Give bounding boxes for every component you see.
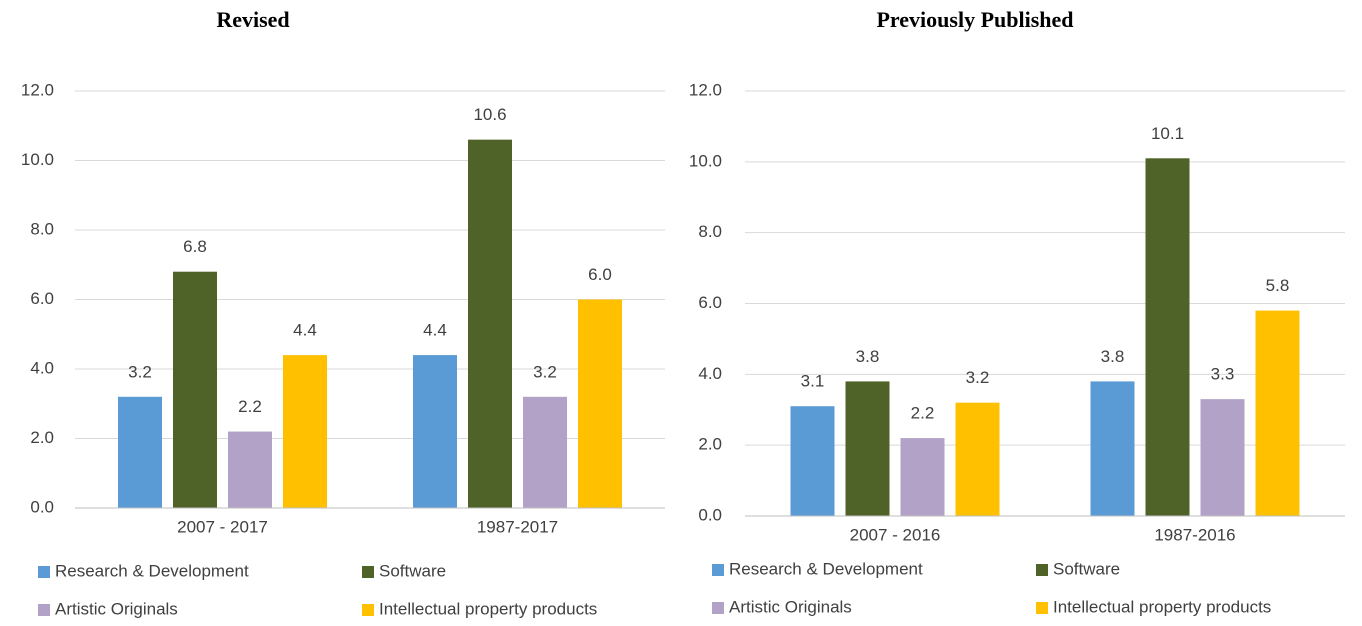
bar xyxy=(1145,158,1190,516)
data-label: 2.2 xyxy=(911,404,935,423)
data-label: 4.4 xyxy=(293,321,317,340)
y-tick-label: 12.0 xyxy=(21,80,54,99)
y-tick-label: 0.0 xyxy=(30,497,54,516)
data-label: 10.1 xyxy=(1151,124,1184,143)
legend-label: Research & Development xyxy=(729,559,923,578)
bar xyxy=(523,396,567,508)
bar xyxy=(955,402,1000,516)
bar xyxy=(790,406,835,516)
y-tick-label: 4.0 xyxy=(698,364,722,383)
legend-label: Artistic Originals xyxy=(55,599,178,618)
bar xyxy=(173,271,217,508)
data-label: 10.6 xyxy=(473,105,506,124)
legend-swatch xyxy=(38,566,50,578)
y-tick-label: 0.0 xyxy=(698,505,722,524)
legend-swatch xyxy=(1036,602,1048,614)
y-tick-label: 12.0 xyxy=(689,80,722,99)
legend-label: Research & Development xyxy=(55,561,249,580)
data-label: 3.2 xyxy=(128,362,152,381)
y-tick-label: 8.0 xyxy=(30,219,54,238)
bar xyxy=(228,431,272,508)
y-tick-label: 6.0 xyxy=(30,289,54,308)
y-tick-label: 4.0 xyxy=(30,358,54,377)
x-tick-label: 2007 - 2017 xyxy=(177,517,268,536)
bar xyxy=(1200,399,1245,516)
data-label: 3.1 xyxy=(801,372,825,391)
bar xyxy=(413,355,457,508)
y-tick-label: 2.0 xyxy=(698,435,722,454)
bar xyxy=(468,139,512,508)
y-tick-label: 10.0 xyxy=(689,151,722,170)
y-tick-label: 2.0 xyxy=(30,428,54,447)
legend-swatch xyxy=(1036,564,1048,576)
data-label: 3.8 xyxy=(1101,347,1125,366)
x-tick-label: 2007 - 2016 xyxy=(850,525,941,544)
chart-title: Previously Published xyxy=(876,7,1073,32)
data-label: 2.2 xyxy=(238,397,262,416)
data-label: 6.0 xyxy=(588,265,612,284)
legend-label: Software xyxy=(1053,559,1120,578)
x-tick-label: 1987-2017 xyxy=(477,517,558,536)
data-label: 4.4 xyxy=(423,321,447,340)
data-label: 3.3 xyxy=(1211,365,1235,384)
data-label: 3.8 xyxy=(856,347,880,366)
data-label: 6.8 xyxy=(183,237,207,256)
bar xyxy=(845,381,890,516)
bar xyxy=(1255,310,1300,516)
legend-label: Intellectual property products xyxy=(379,599,597,618)
data-label: 3.2 xyxy=(966,368,990,387)
legend-label: Intellectual property products xyxy=(1053,597,1271,616)
bar xyxy=(118,396,162,508)
legend-swatch xyxy=(362,604,374,616)
legend-swatch xyxy=(712,564,724,576)
y-tick-label: 8.0 xyxy=(698,222,722,241)
x-tick-label: 1987-2016 xyxy=(1154,525,1235,544)
data-label: 3.2 xyxy=(533,362,557,381)
legend-swatch xyxy=(38,604,50,616)
bar xyxy=(900,438,945,516)
legend-swatch xyxy=(362,566,374,578)
legend-label: Software xyxy=(379,561,446,580)
bar xyxy=(1090,381,1135,516)
legend-swatch xyxy=(712,602,724,614)
bar xyxy=(283,355,327,508)
bar xyxy=(578,299,622,508)
legend-label: Artistic Originals xyxy=(729,597,852,616)
data-label: 5.8 xyxy=(1266,276,1290,295)
y-tick-label: 6.0 xyxy=(698,293,722,312)
chart-title: Revised xyxy=(216,7,289,32)
y-tick-label: 10.0 xyxy=(21,150,54,169)
